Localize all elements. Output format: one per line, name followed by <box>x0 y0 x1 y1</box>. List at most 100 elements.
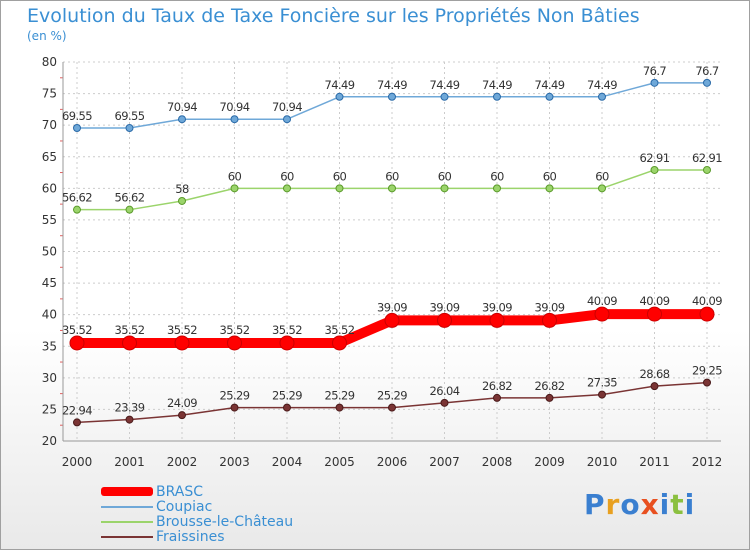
data-label: 56.62 <box>62 191 92 205</box>
data-point <box>69 335 85 351</box>
y-tick-label: 45 <box>42 276 57 290</box>
data-point <box>230 403 239 412</box>
data-label: 35.52 <box>167 323 197 337</box>
y-tick-label: 30 <box>42 371 57 385</box>
data-point <box>699 306 715 322</box>
data-label: 74.49 <box>430 78 460 92</box>
data-label: 60 <box>543 169 557 183</box>
data-label: 35.52 <box>325 323 355 337</box>
data-label: 70.94 <box>272 100 302 114</box>
data-point <box>384 312 400 328</box>
y-tick-label: 80 <box>42 55 57 69</box>
data-label: 39.09 <box>430 300 460 314</box>
data-point <box>542 312 557 328</box>
data-point <box>440 184 449 193</box>
data-label: 40.09 <box>640 294 670 308</box>
data-label: 35.52 <box>272 323 302 337</box>
data-label: 70.94 <box>167 100 197 114</box>
logo-letter: r <box>605 488 621 521</box>
data-point <box>650 78 659 87</box>
x-tick-label: 2009 <box>534 455 565 469</box>
legend-swatch-brasc <box>101 487 153 496</box>
legend-swatch-fraissines <box>101 536 153 538</box>
unit-label: (en %) <box>27 29 67 43</box>
data-label: 23.39 <box>115 401 145 415</box>
data-label: 35.52 <box>115 323 145 337</box>
data-point <box>489 312 505 328</box>
data-label: 62.91 <box>640 151 670 165</box>
data-point <box>178 115 186 124</box>
x-tick-label: 2005 <box>324 455 355 469</box>
data-label: 24.09 <box>167 396 197 410</box>
x-tick-label: 2003 <box>219 455 250 469</box>
y-tick-label: 60 <box>42 181 57 195</box>
data-point <box>440 398 449 407</box>
data-label: 74.49 <box>377 78 407 92</box>
data-label: 25.29 <box>325 389 355 403</box>
data-point <box>598 184 606 193</box>
data-label: 60 <box>385 169 399 183</box>
y-tick-label: 40 <box>42 308 57 322</box>
data-point <box>493 393 501 402</box>
data-point <box>545 393 554 402</box>
legend-swatch-coupiac <box>101 506 153 508</box>
data-label: 39.09 <box>377 300 407 314</box>
data-point <box>125 124 134 133</box>
data-label: 62.91 <box>692 151 722 165</box>
y-tick-label: 55 <box>42 213 57 227</box>
data-point <box>594 306 610 322</box>
data-point <box>283 184 291 193</box>
data-point <box>650 382 659 391</box>
logo-letter: i <box>659 488 671 521</box>
data-label: 60 <box>228 169 242 183</box>
data-point <box>703 78 711 87</box>
data-point <box>545 92 554 101</box>
data-label: 28.68 <box>640 367 670 381</box>
x-tick-label: 2006 <box>377 455 408 469</box>
y-tick-label: 20 <box>42 434 57 448</box>
legend-label-brousse: Brousse-le-Château <box>156 514 294 530</box>
data-label: 25.29 <box>220 389 250 403</box>
data-label: 40.09 <box>692 294 722 308</box>
data-label: 58 <box>175 182 189 196</box>
data-label: 74.49 <box>587 78 617 92</box>
x-tick-label: 2008 <box>482 455 513 469</box>
data-point <box>73 205 81 214</box>
x-tick-label: 2004 <box>272 455 303 469</box>
legend-swatch-brousse <box>101 521 153 523</box>
data-label: 76.7 <box>695 64 718 78</box>
data-point <box>388 403 396 412</box>
data-point <box>647 306 662 322</box>
x-tick-label: 2002 <box>167 455 198 469</box>
data-point <box>178 196 186 205</box>
data-point <box>73 124 81 133</box>
legend-label-brasc: BRASC <box>156 484 204 500</box>
data-point <box>178 411 186 420</box>
data-point <box>598 390 606 399</box>
y-tick-label: 50 <box>42 245 57 259</box>
data-label: 25.29 <box>272 389 302 403</box>
data-point <box>440 92 449 101</box>
x-tick-label: 2012 <box>692 455 723 469</box>
data-point <box>332 335 347 351</box>
y-tick-label: 75 <box>42 87 57 101</box>
data-point <box>122 335 137 351</box>
data-label: 69.55 <box>115 109 145 123</box>
data-label: 60 <box>595 169 609 183</box>
data-label: 39.09 <box>482 300 512 314</box>
data-label: 60 <box>490 169 504 183</box>
x-tick-label: 2007 <box>429 455 460 469</box>
data-label: 74.49 <box>535 78 565 92</box>
data-label: 70.94 <box>220 100 250 114</box>
data-label: 26.04 <box>430 384 460 398</box>
data-label: 35.52 <box>62 323 92 337</box>
logo-letter: P <box>584 488 606 521</box>
data-point <box>230 115 239 124</box>
logo-letter: i <box>684 488 696 521</box>
data-point <box>335 403 344 412</box>
x-tick-label: 2010 <box>587 455 618 469</box>
data-point <box>279 335 295 351</box>
legend-label-coupiac: Coupiac <box>156 499 213 515</box>
